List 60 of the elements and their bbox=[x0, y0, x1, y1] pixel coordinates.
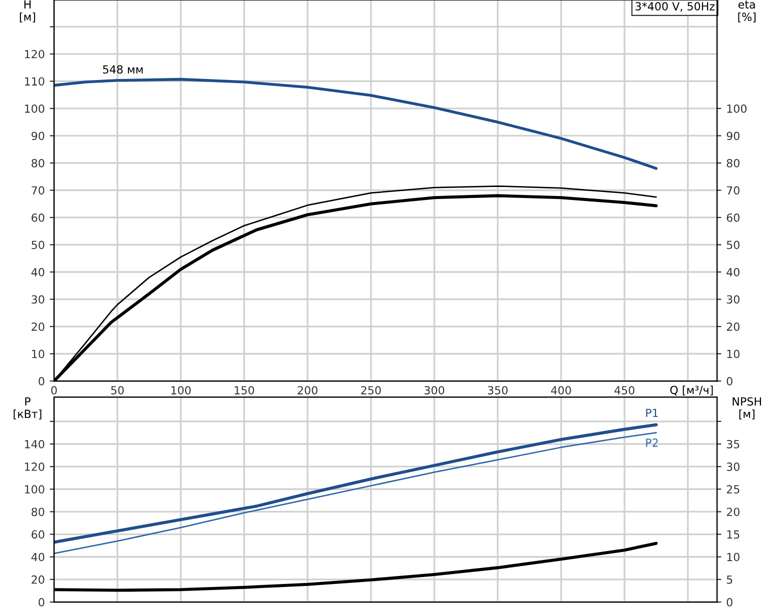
y-tick-label: 40 bbox=[31, 268, 44, 276]
y-tick-label: 80 bbox=[32, 158, 44, 168]
y2-tick-label: 20 bbox=[726, 322, 740, 331]
line-series bbox=[54, 78, 658, 170]
series-label: P1 bbox=[646, 408, 658, 417]
x-tick-label: 150 bbox=[234, 386, 254, 394]
y-tick-label: 80 bbox=[32, 508, 44, 516]
y-tick-label: 60 bbox=[32, 213, 44, 222]
y2-tick-label: 10 bbox=[727, 350, 740, 358]
y-tick-label: 0 bbox=[38, 376, 44, 386]
y-tick-label: 120 bbox=[25, 50, 44, 58]
y2-tick-label: 60 bbox=[726, 213, 740, 222]
y-tick-label: 10 bbox=[32, 350, 44, 358]
y-tick-label: 40 bbox=[31, 552, 44, 562]
y2-tick-label: 70 bbox=[726, 186, 740, 195]
y2-axis-title: NPSH [м] bbox=[732, 397, 761, 420]
x-tick-label: 450 bbox=[614, 386, 634, 394]
y-tick-label: 60 bbox=[32, 530, 44, 539]
y-tick-label: 110 bbox=[25, 77, 44, 86]
y-tick-label: 90 bbox=[32, 132, 44, 140]
series-label: P2 bbox=[646, 438, 658, 447]
y2-tick-label: 30 bbox=[726, 295, 740, 304]
y2-tick-label: 40 bbox=[726, 268, 740, 276]
x-axis-title: Q [м³/ч] bbox=[670, 386, 713, 396]
y2-tick-label: 50 bbox=[726, 240, 740, 250]
y-axis-title: H [м] bbox=[20, 0, 36, 22]
x-tick-label: 300 bbox=[424, 386, 444, 394]
y2-tick-label: 90 bbox=[726, 132, 740, 140]
y-tick-label: 0 bbox=[38, 598, 44, 606]
x-tick-label: 0 bbox=[51, 386, 57, 394]
x-tick-label: 400 bbox=[551, 386, 571, 394]
y2-tick-label: 30 bbox=[726, 462, 740, 471]
y2-tick-label: 0 bbox=[726, 376, 732, 386]
y-tick-label: 100 bbox=[25, 485, 44, 494]
y2-tick-label: 25 bbox=[726, 485, 740, 494]
y2-tick-label: 0 bbox=[726, 598, 732, 606]
y-tick-label: 20 bbox=[32, 322, 44, 331]
y-tick-label: 120 bbox=[25, 462, 44, 471]
annotation: 3*400 V, 50Hz bbox=[636, 2, 715, 12]
y2-tick-label: 20 bbox=[726, 508, 740, 516]
y-tick-label: 20 bbox=[32, 575, 44, 584]
y2-tick-label: 80 bbox=[726, 158, 740, 168]
y2-axis-title: eta [%] bbox=[738, 0, 756, 22]
y2-tick-label: 100 bbox=[727, 104, 747, 113]
x-tick-label: 200 bbox=[298, 386, 318, 394]
x-tick-label: 350 bbox=[488, 386, 508, 394]
y-tick-label: 100 bbox=[25, 104, 44, 113]
y-tick-label: 30 bbox=[32, 295, 44, 304]
y2-tick-label: 10 bbox=[727, 552, 740, 562]
y2-tick-label: 5 bbox=[726, 576, 732, 584]
annotation: 548 мм bbox=[103, 65, 143, 74]
y2-tick-label: 35 bbox=[726, 440, 740, 448]
y-axis-title: P [кВт] bbox=[14, 397, 42, 420]
y-tick-label: 140 bbox=[25, 440, 44, 448]
x-tick-label: 100 bbox=[171, 386, 191, 394]
y2-tick-label: 15 bbox=[727, 530, 740, 539]
x-tick-label: 250 bbox=[361, 386, 381, 394]
y-tick-label: 70 bbox=[32, 186, 44, 195]
x-tick-label: 50 bbox=[111, 386, 124, 394]
y-tick-label: 50 bbox=[32, 240, 44, 250]
